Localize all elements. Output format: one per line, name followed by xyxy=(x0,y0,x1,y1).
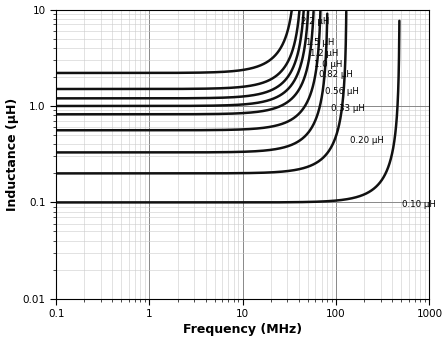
Text: 0.10 μH: 0.10 μH xyxy=(402,200,436,209)
Text: 1.5 μH: 1.5 μH xyxy=(306,39,335,48)
Text: 1.0 μH: 1.0 μH xyxy=(314,60,342,69)
X-axis label: Frequency (MHz): Frequency (MHz) xyxy=(183,324,302,337)
Text: 0.56 μH: 0.56 μH xyxy=(325,88,359,96)
Text: 0.33 μH: 0.33 μH xyxy=(331,104,365,113)
Text: 1.2 μH: 1.2 μH xyxy=(310,49,338,58)
Y-axis label: Inductance (μH): Inductance (μH) xyxy=(5,97,18,211)
Text: 0.82 μH: 0.82 μH xyxy=(319,70,353,79)
Text: 0.20 μH: 0.20 μH xyxy=(350,136,383,145)
Text: 2.2 μH: 2.2 μH xyxy=(301,17,329,26)
